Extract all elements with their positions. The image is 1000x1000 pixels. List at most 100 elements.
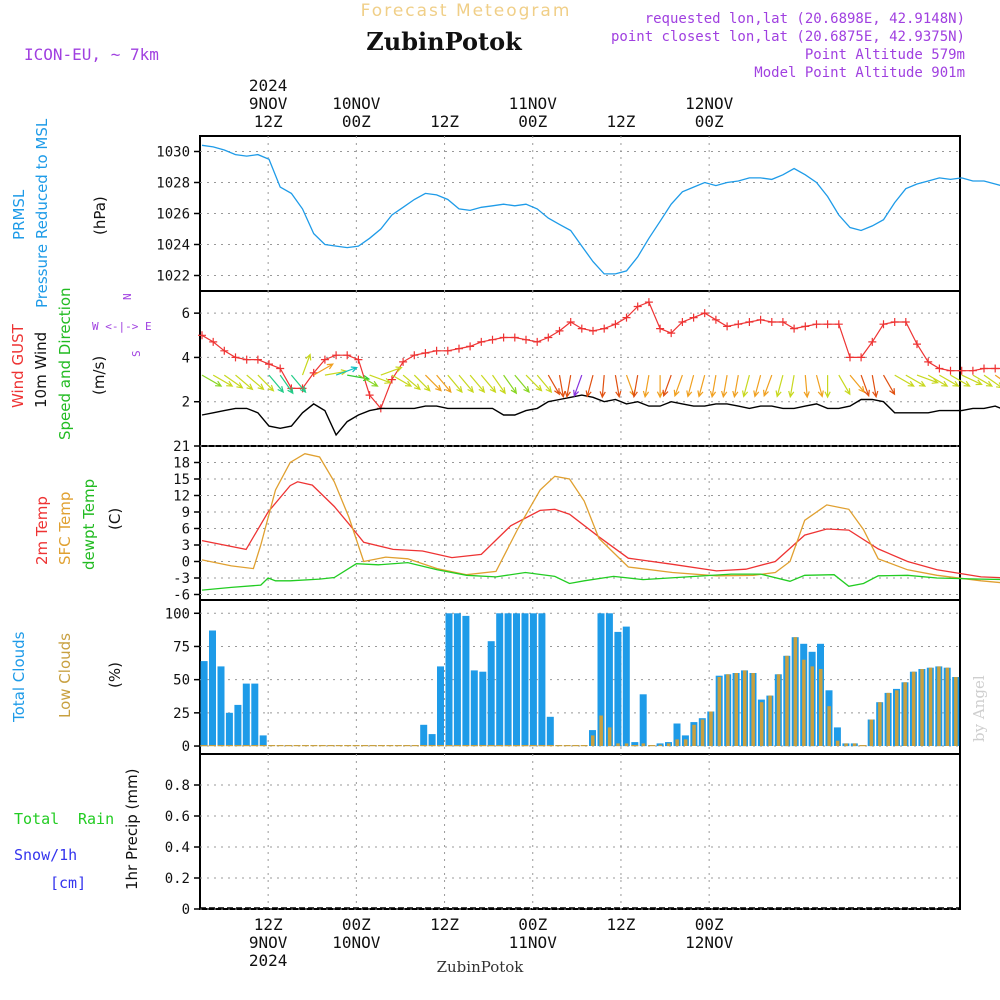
- low-cloud-bar: [310, 745, 318, 747]
- gust-marker: [522, 335, 530, 344]
- total-cloud-bar: [673, 723, 681, 747]
- gust-marker: [332, 351, 341, 360]
- top-axis-date: 10NOV: [332, 94, 381, 113]
- total-cloud-bar: [529, 613, 537, 747]
- wind-direction-arrow: [347, 374, 371, 382]
- wind-direction-arrow: [279, 374, 294, 395]
- total-cloud-bar: [479, 671, 487, 746]
- total-cloud-bar: [622, 626, 630, 747]
- y-tick-label: 18: [173, 456, 190, 472]
- gust-marker: [265, 360, 273, 369]
- total-cloud-bar: [546, 716, 554, 746]
- low-cloud-bar: [819, 669, 823, 746]
- gust-marker: [667, 329, 676, 338]
- low-cloud-bar: [844, 743, 848, 747]
- low-cloud-bar: [361, 745, 368, 747]
- point-altitude: Point Altitude 579m: [805, 47, 965, 63]
- y-tick-label: 1026: [156, 207, 190, 223]
- low-cloud-bar: [200, 745, 208, 747]
- low-cloud-bar: [591, 735, 595, 746]
- total-cloud-bar: [462, 615, 470, 746]
- bottom-axis-year: 2024: [249, 951, 288, 970]
- bottom-axis-time: 12Z: [254, 915, 283, 934]
- temp-label-2m: 2m Temp: [33, 496, 51, 565]
- gust-marker: [946, 366, 955, 375]
- clouds-label-total: Total Clouds: [10, 631, 28, 723]
- total-cloud-bar: [259, 735, 267, 746]
- wind-direction-arrow: [732, 374, 739, 399]
- wind-direction-arrow: [697, 374, 706, 398]
- low-cloud-bar: [928, 667, 933, 746]
- gust-marker: [343, 351, 352, 360]
- gust-marker: [488, 335, 497, 344]
- low-cloud-bar: [479, 745, 487, 747]
- gust-marker: [790, 324, 799, 333]
- wind-direction-arrow: [525, 374, 543, 392]
- gust-marker: [600, 324, 609, 333]
- low-cloud-bar: [878, 702, 882, 746]
- low-cloud-bar: [369, 745, 377, 747]
- pressure-label-prmsl: PRMSL: [10, 189, 28, 240]
- total-cloud-bar: [445, 613, 453, 747]
- low-cloud-bar: [453, 745, 461, 747]
- low-cloud-bar: [318, 745, 326, 747]
- total-cloud-bar: [496, 613, 504, 747]
- gust-marker: [890, 318, 899, 326]
- y-tick-label: 0: [182, 902, 190, 918]
- low-cloud-bar: [903, 682, 907, 746]
- wind-direction-arrow: [824, 375, 831, 399]
- low-cloud-bar: [827, 706, 831, 746]
- wind-speed-line: [201, 394, 1000, 437]
- wind-direction-arrow: [503, 374, 518, 395]
- y-tick-label: 1022: [156, 269, 190, 285]
- temperature-series: [201, 453, 1000, 591]
- low-cloud-bar: [911, 671, 916, 746]
- y-tick-label: 6: [182, 306, 190, 322]
- low-cloud-bar: [462, 745, 470, 747]
- low-cloud-bar: [225, 745, 233, 747]
- wind-direction-arrow: [536, 374, 553, 394]
- y-tick-label: 4: [182, 350, 190, 366]
- top-axis-time: 00Z: [342, 112, 371, 131]
- gust-marker: [555, 326, 564, 335]
- clouds-label-unit: (%): [106, 662, 124, 688]
- low-cloud-bar: [624, 743, 629, 747]
- low-cloud-bar: [810, 666, 814, 747]
- wind-direction-arrow: [201, 374, 223, 387]
- y-tick-label: 9: [182, 505, 190, 521]
- gust-marker: [756, 315, 765, 324]
- gust-marker: [387, 375, 396, 384]
- wind-direction-arrow: [212, 374, 234, 387]
- low-cloud-bar: [327, 745, 335, 747]
- low-cloud-bar: [445, 745, 453, 747]
- location-title: ZubinPotok: [366, 27, 523, 56]
- wind-direction-arrow: [775, 374, 784, 398]
- wind-direction-arrow: [983, 374, 1000, 389]
- wind-direction-arrow: [927, 374, 949, 387]
- gust-marker: [510, 333, 519, 342]
- wind-direction-arrow: [916, 374, 940, 384]
- gust-marker: [767, 318, 776, 326]
- low-cloud-bar: [403, 745, 411, 747]
- low-cloud-bar: [437, 745, 444, 747]
- top-axis-date: 11NOV: [509, 94, 558, 113]
- total-cloud-bar: [639, 694, 647, 747]
- low-cloud-bar: [954, 677, 958, 746]
- y-tick-label: 0.6: [165, 809, 190, 825]
- low-cloud-bar: [386, 745, 394, 747]
- total-cloud-bar: [225, 712, 233, 746]
- gust-marker: [589, 326, 597, 335]
- low-cloud-bar: [394, 745, 402, 747]
- low-cloud-bar: [743, 670, 747, 747]
- bottom-axis-time: 12Z: [606, 915, 635, 934]
- panel-frame: [199, 290, 961, 447]
- wind-direction-arrow: [642, 374, 650, 399]
- wind-direction-arrow: [905, 374, 927, 387]
- low-cloud-bar: [377, 745, 385, 747]
- wind-label-direction: Speed and Direction: [56, 287, 74, 440]
- total-cloud-bar: [209, 630, 216, 746]
- wind-direction-arrow: [721, 374, 728, 399]
- low-cloud-bar: [487, 745, 495, 747]
- top-axis-time: 00Z: [695, 112, 724, 131]
- wind-direction-arrow: [235, 374, 254, 391]
